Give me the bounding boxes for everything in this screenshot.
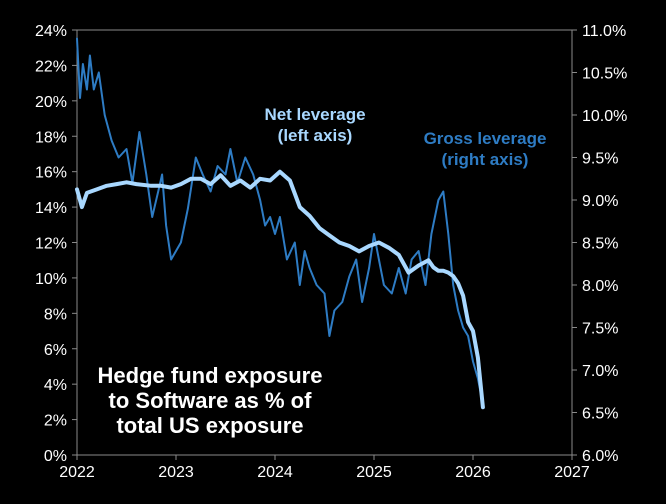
right-axis: 6.0% 6.5% 7.0% 7.5% 8.0% 8.5% 9.0% 9.5% 10.0% 10.… xyxy=(572,23,627,465)
x-tick-label: 2027 xyxy=(554,464,590,481)
right-tick-label: 11.0% xyxy=(582,23,626,40)
plot-area xyxy=(76,29,573,456)
x-tick-label: 2023 xyxy=(158,464,194,481)
right-tick-label: 8.0% xyxy=(582,278,618,295)
left-tick-label: 0% xyxy=(44,448,67,465)
left-tick-label: 12% xyxy=(35,236,67,253)
right-tick-label: 9.5% xyxy=(582,151,618,168)
right-tick-label: 9.0% xyxy=(582,193,618,210)
right-tick-label: 10.0% xyxy=(582,108,627,125)
left-tick-label: 14% xyxy=(35,200,67,217)
right-tick-label: 8.5% xyxy=(582,236,618,253)
right-tick-label: 7.0% xyxy=(582,363,618,380)
left-tick-label: 22% xyxy=(35,58,67,75)
x-axis: 2022 2023 2024 2025 2026 2027 xyxy=(59,455,590,481)
left-tick-label: 16% xyxy=(35,165,67,182)
right-tick-label: 10.5% xyxy=(582,66,627,83)
x-tick-label: 2025 xyxy=(356,464,392,481)
left-tick-label: 24% xyxy=(35,23,67,40)
x-tick-label: 2024 xyxy=(257,464,293,481)
net-leverage-label-line2: (left axis) xyxy=(278,126,353,145)
left-tick-label: 6% xyxy=(44,342,67,359)
left-tick-label: 2% xyxy=(44,413,67,430)
left-tick-label: 4% xyxy=(44,377,67,394)
right-tick-label: 6.5% xyxy=(582,406,618,423)
right-tick-label: 7.5% xyxy=(582,321,618,338)
left-tick-label: 18% xyxy=(35,129,67,146)
left-tick-label: 8% xyxy=(44,306,67,323)
series-lines xyxy=(75,37,485,410)
left-tick-label: 10% xyxy=(35,271,67,288)
x-tick-label: 2022 xyxy=(59,464,95,481)
net-leverage-label-line1: Net leverage xyxy=(264,105,365,124)
x-tick-label: 2026 xyxy=(455,464,491,481)
chart-title-line2: to Software as % of xyxy=(109,388,313,413)
right-tick-label: 6.0% xyxy=(582,448,618,465)
chart-title-line1: Hedge fund exposure xyxy=(98,363,323,388)
gross-leverage-label-line1: Gross leverage xyxy=(424,129,547,148)
gross-leverage-label-line2: (right axis) xyxy=(442,150,529,169)
left-axis: 0% 2% 4% 6% 8% 10% 12% 14% 16% 18% 20% 22% 24% xyxy=(35,23,77,465)
chart-title-line3: total US exposure xyxy=(116,413,303,438)
gross-leverage-line xyxy=(76,37,484,405)
net-leverage-line xyxy=(75,169,485,410)
left-tick-label: 20% xyxy=(35,94,67,111)
